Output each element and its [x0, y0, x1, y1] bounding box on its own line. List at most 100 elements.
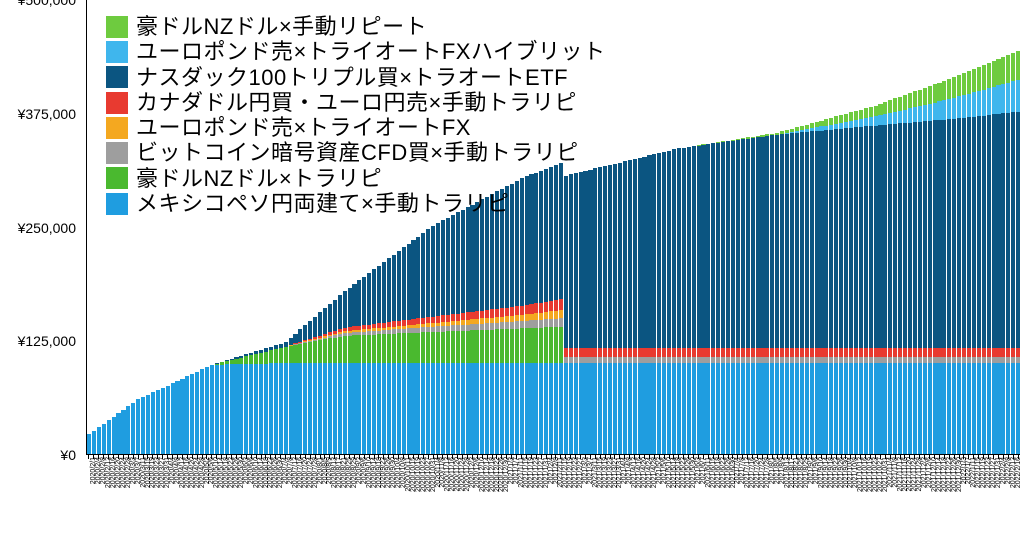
bar-segment — [790, 348, 794, 356]
bar-segment — [392, 255, 396, 322]
bar-segment — [642, 157, 646, 349]
bar-segment — [608, 363, 612, 454]
bar-segment — [244, 364, 248, 454]
x-tick — [202, 455, 203, 459]
bar-segment — [333, 338, 337, 363]
bar-column — [1016, 51, 1020, 454]
legend-item: カナダドル円買・ユーロ円売×手動トラリピ — [106, 90, 606, 115]
bar-segment — [736, 140, 740, 348]
bar-column — [284, 342, 288, 454]
bar-segment — [642, 348, 646, 356]
bar-segment — [564, 363, 568, 454]
x-tick — [954, 455, 955, 459]
bar-segment — [259, 353, 263, 364]
bar-column — [824, 119, 828, 454]
bar-segment — [878, 125, 882, 348]
bar-column — [515, 181, 519, 454]
bar-segment — [156, 390, 160, 454]
bar-segment — [657, 363, 661, 454]
bar-segment — [579, 348, 583, 356]
bar-segment — [805, 363, 809, 454]
bar-segment — [352, 284, 356, 326]
bar-segment — [647, 348, 651, 356]
x-tick — [639, 455, 640, 459]
bar-segment — [421, 363, 425, 454]
bar-segment — [495, 309, 499, 317]
bar-segment — [534, 313, 538, 320]
bar-segment — [667, 348, 671, 356]
bar-segment — [721, 142, 725, 348]
bar-segment — [357, 363, 361, 454]
bar-segment — [416, 363, 420, 454]
bar-column — [618, 163, 622, 455]
bar-column — [490, 194, 494, 454]
bar-segment — [726, 348, 730, 356]
bar-segment — [647, 363, 651, 454]
bar-segment — [819, 363, 823, 454]
bar-segment — [426, 363, 430, 454]
legend-swatch — [106, 16, 128, 38]
bar-segment — [402, 247, 406, 320]
bar-segment — [411, 333, 415, 363]
bar-segment — [264, 364, 268, 455]
bar-segment — [387, 334, 391, 363]
bar-segment — [751, 348, 755, 356]
bar-segment — [529, 304, 533, 314]
bar-segment — [992, 87, 996, 115]
x-tick — [516, 455, 517, 459]
bar-segment — [987, 363, 991, 454]
bar-segment — [996, 114, 1000, 349]
legend-swatch — [106, 167, 128, 189]
x-tick — [236, 455, 237, 459]
bar-segment — [185, 376, 189, 454]
bar-segment — [888, 348, 892, 356]
bar-column — [338, 295, 342, 454]
bar-segment — [431, 226, 435, 317]
bar-column — [411, 240, 415, 454]
bar-segment — [810, 131, 814, 348]
bar-column — [947, 79, 951, 454]
bar-segment — [775, 363, 779, 454]
bar-segment — [249, 364, 253, 454]
y-axis-label: ¥250,000 — [18, 220, 76, 236]
bar-segment — [987, 348, 991, 356]
x-tick — [133, 455, 134, 459]
bar-column — [475, 202, 479, 454]
bar-segment — [849, 112, 853, 121]
bar-segment — [878, 115, 882, 125]
bar-segment — [672, 363, 676, 454]
bar-segment — [977, 363, 981, 454]
bar-segment — [760, 363, 764, 454]
bar-segment — [382, 262, 386, 323]
bar-segment — [623, 161, 627, 348]
bar-segment — [957, 363, 961, 454]
bar-column — [431, 226, 435, 454]
x-tick — [167, 455, 168, 459]
bar-segment — [711, 363, 715, 454]
bar-segment — [844, 128, 848, 348]
bar-segment — [928, 86, 932, 104]
bar-segment — [716, 363, 720, 454]
x-tick — [226, 455, 227, 459]
bar-segment — [613, 363, 617, 454]
bar-segment — [972, 117, 976, 349]
bar-column — [525, 176, 529, 454]
bar-segment — [490, 330, 494, 363]
bar-segment — [343, 363, 347, 454]
bar-segment — [220, 365, 224, 454]
bar-column — [362, 277, 366, 454]
bar-segment — [898, 97, 902, 111]
x-tick — [364, 455, 365, 459]
bar-segment — [593, 348, 597, 356]
bar-segment — [760, 348, 764, 356]
bar-segment — [308, 363, 312, 454]
bar-segment — [746, 348, 750, 356]
bar-column — [1001, 57, 1005, 454]
bar-column — [107, 420, 111, 454]
bar-segment — [461, 210, 465, 313]
x-tick — [595, 455, 596, 459]
bar-column — [898, 97, 902, 454]
bar-segment — [721, 348, 725, 356]
bar-segment — [426, 229, 430, 317]
x-tick — [413, 455, 414, 459]
